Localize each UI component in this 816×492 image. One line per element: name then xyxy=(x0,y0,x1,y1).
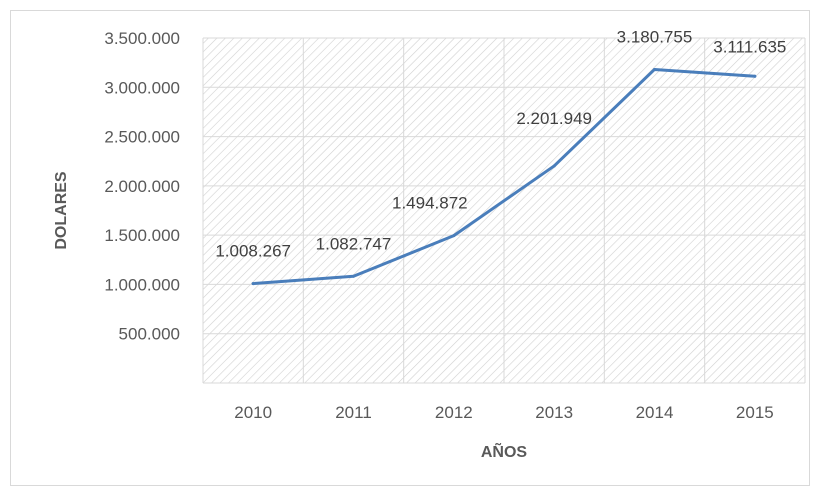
x-tick-label: 2014 xyxy=(636,403,674,422)
y-tick-label: 2.000.000 xyxy=(104,177,180,196)
data-label: 2.201.949 xyxy=(516,109,592,128)
data-point xyxy=(552,164,556,168)
y-axis-ticks: 500.000 1.000.000 1.500.000 2.000.000 2.500.… xyxy=(104,29,180,344)
y-tick-label: 2.500.000 xyxy=(104,128,180,147)
y-tick-label: 1.000.000 xyxy=(104,275,180,294)
x-tick-label: 2012 xyxy=(435,403,473,422)
data-point xyxy=(352,274,355,278)
x-tick-label: 2013 xyxy=(535,403,573,422)
data-point xyxy=(753,74,757,78)
y-tick-label: 500.000 xyxy=(119,325,180,344)
data-label: 1.494.872 xyxy=(392,194,468,213)
data-label: 3.180.755 xyxy=(617,27,693,46)
y-axis-title: DOLARES xyxy=(53,171,70,250)
series-line xyxy=(251,67,757,286)
x-tick-label: 2010 xyxy=(234,403,272,422)
y-tick-label: 1.500.000 xyxy=(104,226,180,245)
y-tick-label: 3.000.000 xyxy=(104,78,180,97)
data-point xyxy=(653,67,656,71)
series-layer xyxy=(251,67,757,286)
data-point xyxy=(452,234,456,238)
data-label: 1.008.267 xyxy=(215,242,291,261)
data-label: 3.111.635 xyxy=(713,37,786,56)
x-axis-ticks: 2010 2011 2012 2013 2014 2015 xyxy=(234,403,773,422)
data-labels: 1.008.267 1.082.747 1.494.872 2.201.949 3.18… xyxy=(215,27,786,260)
x-tick-label: 2011 xyxy=(335,403,372,422)
grid-lines xyxy=(202,37,806,384)
x-axis-title: AÑOS xyxy=(481,441,528,461)
y-tick-label: 3.500.000 xyxy=(104,29,180,48)
data-label: 1.082.747 xyxy=(316,234,392,253)
x-tick-label: 2015 xyxy=(736,403,774,422)
data-point xyxy=(251,282,255,286)
